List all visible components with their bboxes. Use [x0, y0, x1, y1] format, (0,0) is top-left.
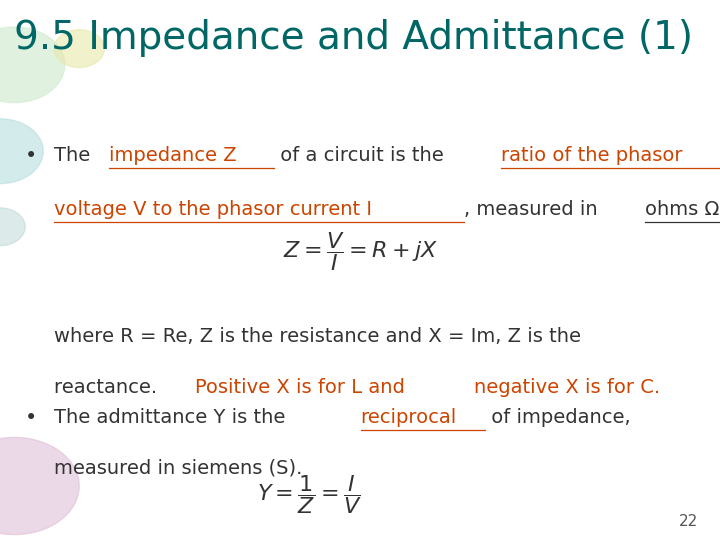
Text: The: The: [54, 146, 96, 165]
Text: measured in siemens (S).: measured in siemens (S).: [54, 459, 302, 478]
Text: Positive X is for L and: Positive X is for L and: [195, 378, 411, 397]
Circle shape: [0, 27, 65, 103]
Text: •: •: [25, 146, 37, 166]
Text: voltage V to the phasor current I: voltage V to the phasor current I: [54, 200, 372, 219]
Circle shape: [0, 119, 43, 184]
Text: $Z = \dfrac{V}{I} = R + jX$: $Z = \dfrac{V}{I} = R + jX$: [282, 230, 438, 273]
Text: 22: 22: [679, 514, 698, 529]
Text: •: •: [25, 408, 37, 428]
Text: ohms Ω: ohms Ω: [645, 200, 719, 219]
Text: 9.5 Impedance and Admittance (1): 9.5 Impedance and Admittance (1): [14, 19, 693, 57]
Circle shape: [0, 208, 25, 246]
Text: where R = Re, Z is the resistance and X = Im, Z is the: where R = Re, Z is the resistance and X …: [54, 327, 581, 346]
Text: reactance.: reactance.: [54, 378, 163, 397]
Circle shape: [54, 30, 104, 68]
Text: reciprocal: reciprocal: [361, 408, 457, 427]
Text: ratio of the phasor: ratio of the phasor: [500, 146, 682, 165]
Text: of impedance,: of impedance,: [485, 408, 631, 427]
Text: negative X is for C.: negative X is for C.: [474, 378, 660, 397]
Text: The admittance Y is the: The admittance Y is the: [54, 408, 292, 427]
Text: $Y = \dfrac{1}{Z} = \dfrac{I}{V}$: $Y = \dfrac{1}{Z} = \dfrac{I}{V}$: [257, 472, 362, 516]
Text: of a circuit is the: of a circuit is the: [274, 146, 449, 165]
Text: impedance Z: impedance Z: [109, 146, 236, 165]
Text: , measured in: , measured in: [464, 200, 604, 219]
Circle shape: [0, 437, 79, 535]
